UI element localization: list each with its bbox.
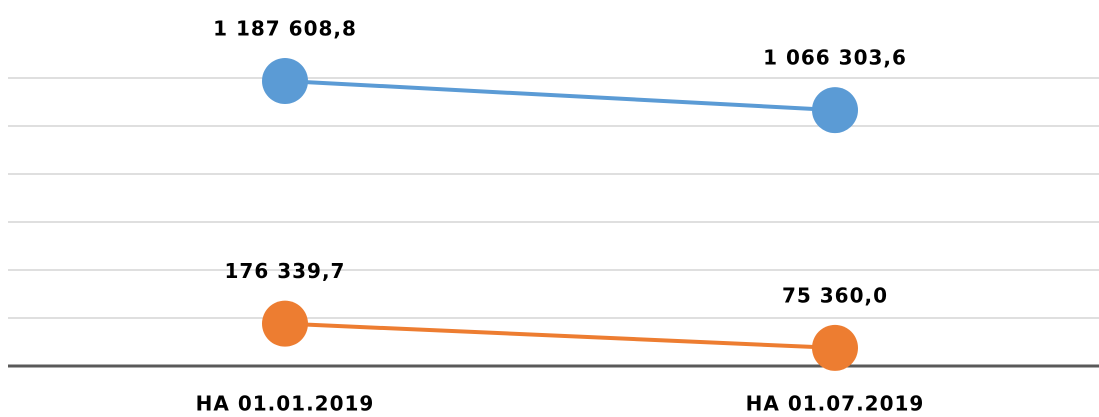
data-point [812, 87, 858, 134]
data-label: 176 339,7 [225, 259, 346, 283]
x-tick-label: НА 01.07.2019 [746, 392, 925, 416]
series-line [284, 78, 836, 113]
data-point [262, 57, 308, 104]
data-label: 1 066 303,6 [763, 46, 907, 70]
x-tick-label: НА 01.01.2019 [196, 392, 375, 416]
data-label: 75 360,0 [782, 283, 888, 307]
series-line [284, 321, 836, 350]
data-point [812, 324, 858, 371]
data-label: 1 187 608,8 [213, 16, 357, 40]
data-point [262, 300, 308, 347]
